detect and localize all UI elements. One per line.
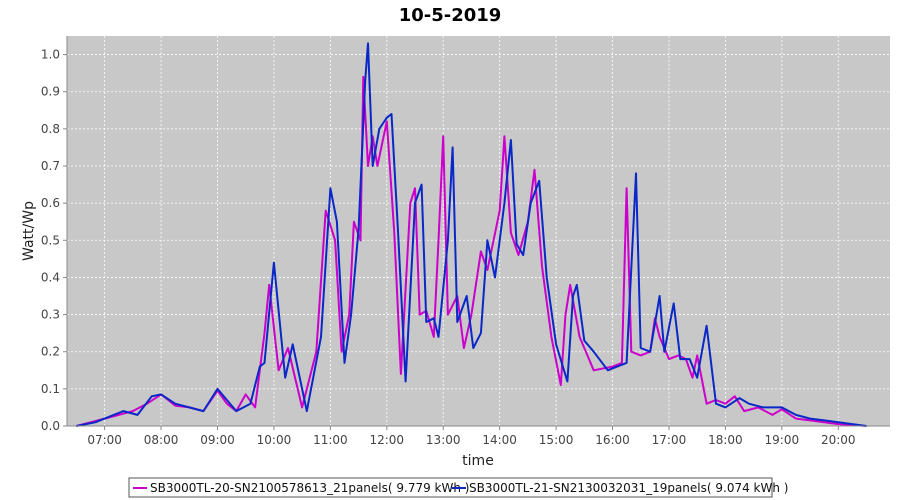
series-line-1	[76, 42, 867, 427]
series-line-0	[76, 75, 867, 427]
x-tick-label: 20:00	[821, 433, 856, 447]
x-tick-label: 18:00	[708, 433, 743, 447]
x-tick-label: 16:00	[595, 433, 630, 447]
y-tick-label: 0.5	[41, 233, 60, 247]
plot-area	[67, 36, 890, 426]
chart-title: 10-5-2019	[399, 5, 502, 26]
x-tick-label: 09:00	[200, 433, 235, 447]
x-tick-label: 14:00	[482, 433, 517, 447]
x-tick-label: 08:00	[144, 433, 179, 447]
y-tick-label: 0.4	[41, 270, 60, 284]
y-tick-label: 0.8	[41, 122, 60, 136]
y-axis-label: Watt/Wp	[21, 201, 37, 261]
x-axis-label: time	[462, 453, 494, 469]
y-tick-label: 0.0	[41, 419, 60, 433]
y-tick-label: 0.9	[41, 85, 60, 99]
legend-entry: SB3000TL-21-SN2130032031_19panels( 9.074…	[469, 481, 788, 495]
y-tick-label: 0.3	[41, 308, 60, 322]
legend: SB3000TL-20-SN2100578613_21panels( 9.779…	[128, 477, 788, 498]
legend-box	[128, 477, 773, 498]
x-tick-label: 13:00	[426, 433, 461, 447]
x-tick-label: 11:00	[313, 433, 348, 447]
y-tick-label: 0.6	[41, 196, 60, 210]
x-tick-label: 19:00	[765, 433, 800, 447]
x-axis: 07:00 08:00 09:00 10:00 11:00 12:00 13:00 14:00…	[67, 425, 890, 447]
x-tick-label: 10:00	[257, 433, 292, 447]
y-tick-label: 1.0	[41, 48, 60, 62]
x-tick-label: 07:00	[87, 433, 122, 447]
y-axis: 0.0 0.1 0.2 0.3 0.4 0.5 0.6 0.7 0.8 0.9 1.0	[41, 36, 68, 433]
legend-entry: SB3000TL-20-SN2100578613_21panels( 9.779…	[150, 481, 469, 495]
x-tick-label: 12:00	[369, 433, 404, 447]
x-tick-label: 15:00	[539, 433, 574, 447]
y-tick-label: 0.2	[41, 345, 60, 359]
y-tick-label: 0.7	[41, 159, 60, 173]
series-layer	[76, 42, 867, 427]
x-tick-label: 17:00	[652, 433, 687, 447]
y-tick-label: 0.1	[41, 382, 60, 396]
